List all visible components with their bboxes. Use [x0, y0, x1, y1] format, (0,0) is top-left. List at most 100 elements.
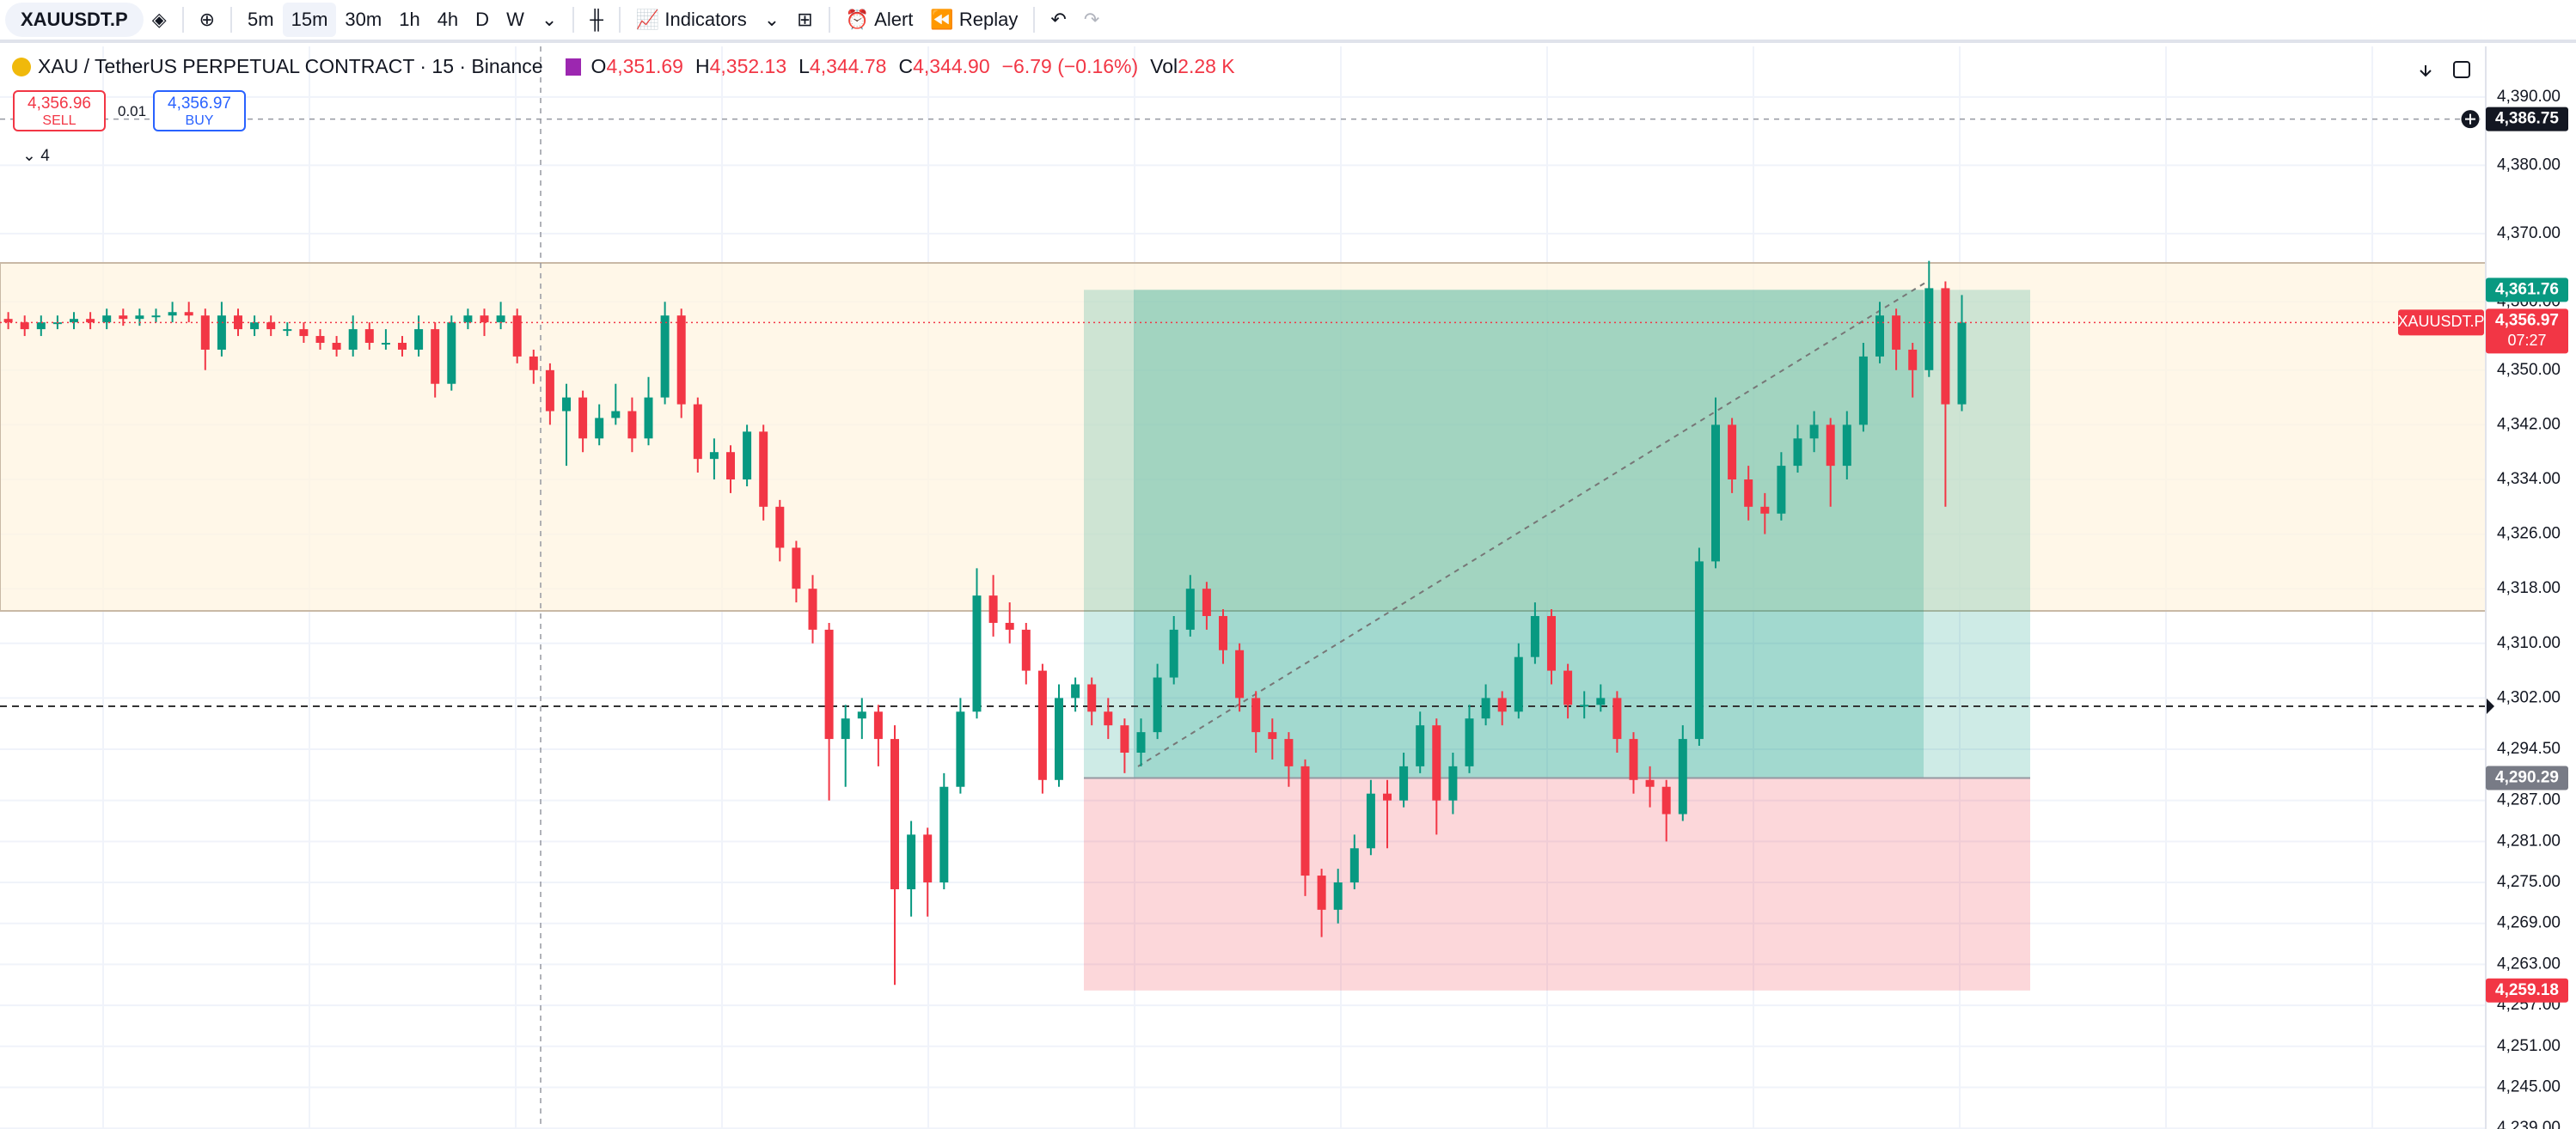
candle-body [102, 315, 112, 323]
entry-price-tag: 4,290.29 [2495, 768, 2559, 786]
interval-button[interactable]: W [506, 9, 524, 30]
candle-body [660, 315, 670, 398]
collapse-count: 4 [40, 147, 50, 165]
countdown: 07:27 [2507, 332, 2546, 349]
candle-body [431, 329, 440, 384]
loss-zone[interactable] [1084, 778, 2030, 991]
candle-body [627, 411, 637, 439]
y-tick-label: 4,350.00 [2497, 361, 2561, 379]
alert-button[interactable]: ⏰ Alert [845, 9, 914, 30]
candle-body [151, 315, 161, 318]
separator [618, 7, 621, 33]
candle-body [414, 329, 424, 350]
close-label: C [898, 55, 914, 77]
candle-body [1251, 698, 1261, 733]
stop-price-tag: 4,259.18 [2495, 981, 2559, 999]
buy-button[interactable]: 4,356.97 BUY [153, 90, 246, 131]
chart-type-button[interactable]: ╫ [590, 9, 603, 30]
candle-body [1760, 506, 1770, 514]
candle-body [1268, 732, 1277, 740]
interval-button[interactable]: D [475, 9, 490, 30]
quantity[interactable]: 0.01 [118, 103, 147, 119]
candle-body [693, 404, 702, 460]
candle-body [841, 718, 850, 740]
y-tick-label: 4,318.00 [2497, 579, 2561, 597]
y-tick-label: 4,269.00 [2497, 914, 2561, 932]
candle-body [1153, 677, 1162, 733]
y-tick-label: 4,310.00 [2497, 634, 2561, 652]
undo-button[interactable]: ↶ [1050, 9, 1067, 30]
candle-body [1349, 848, 1359, 883]
indicators-menu[interactable]: ⌄ [763, 9, 780, 30]
flag-icon[interactable] [565, 58, 581, 76]
y-tick-label: 4,302.00 [2497, 688, 2561, 706]
symbol-logo [12, 57, 31, 76]
candle-body [1777, 466, 1786, 514]
candle-body [1694, 561, 1704, 740]
candle-body [1284, 739, 1294, 766]
candle-body [644, 397, 653, 439]
candle-body [775, 506, 785, 548]
candle-body [1219, 615, 1227, 650]
sell-button[interactable]: 4,356.96 SELL [13, 90, 106, 131]
y-tick-label: 4,370.00 [2497, 224, 2561, 242]
interval-button[interactable]: 15m [282, 3, 337, 37]
crosshair-plus-icon [2465, 113, 2475, 125]
separator [572, 7, 575, 33]
candle-body [1432, 725, 1441, 801]
target-price-tag: 4,361.76 [2495, 280, 2559, 298]
target-price-tag-bg [2486, 278, 2568, 302]
candle-body [1005, 622, 1014, 630]
candle-body [119, 315, 128, 320]
volume-value: 2.28 K [1178, 55, 1235, 77]
interval-menu[interactable]: ⌄ [541, 9, 558, 30]
candle-body [200, 315, 210, 350]
candle-body [332, 343, 341, 350]
change-value: −6.79 (−0.16%) [1001, 55, 1139, 77]
candle-body [299, 329, 309, 337]
candle-body [611, 411, 621, 418]
symbol-button[interactable]: XAUUSDT.P [5, 3, 144, 37]
icon-arrow [2420, 65, 2432, 77]
candle-body [283, 329, 292, 332]
candle-body [70, 319, 78, 323]
icon-add[interactable]: ⊕ [199, 9, 216, 30]
symbol-tag: XAUUSDT.P [2397, 313, 2484, 330]
y-tick-label: 4,245.00 [2497, 1078, 2561, 1096]
legend-title: XAU / TetherUS PERPETUAL CONTRACT · 15 ·… [38, 55, 543, 77]
candle-body [1711, 424, 1720, 562]
buy-label: BUY [185, 113, 214, 128]
candle-body [1941, 288, 1950, 405]
interval-button[interactable]: 1h [399, 9, 420, 30]
high-label: H [694, 55, 710, 77]
legend: XAU / TetherUS PERPETUAL CONTRACT · 15 ·… [12, 55, 1235, 78]
candle-body [529, 356, 538, 370]
close-value: 4,344.90 [913, 55, 990, 77]
candle-body [988, 595, 998, 623]
indicator-collapse[interactable]: ⌄ 4 [22, 147, 50, 165]
icon-favorite[interactable]: ◈ [151, 9, 167, 30]
icon-fullscreen[interactable] [2453, 61, 2470, 78]
open-label: O [590, 55, 607, 77]
candle-body [709, 452, 719, 460]
price-axis: 4,239.004,245.004,251.004,257.004,263.00… [2460, 88, 2568, 1129]
candle-body [250, 322, 260, 330]
layouts-button[interactable]: ⊞ [797, 9, 813, 30]
redo-button[interactable]: ↷ [1083, 9, 1100, 30]
interval-button[interactable]: 4h [437, 9, 459, 30]
interval-button[interactable]: 5m [248, 9, 274, 30]
candle-body [1383, 793, 1392, 801]
crosshair-price-tag: 4,386.75 [2495, 110, 2559, 128]
replay-button[interactable]: ⏪ Replay [930, 9, 1019, 30]
indicators-button[interactable]: 📈 Indicators [635, 9, 747, 30]
candle-body [824, 629, 834, 740]
candle-body [86, 319, 95, 323]
y-tick-label: 4,287.00 [2497, 791, 2561, 809]
candle-body [595, 418, 604, 439]
sell-label: SELL [42, 113, 76, 128]
candle-body [1596, 698, 1606, 705]
zone-rectangle[interactable] [0, 262, 2487, 612]
interval-button[interactable]: 30m [345, 9, 382, 30]
interval-group: 5m 15m 30m 1h 4h D W [239, 3, 533, 37]
